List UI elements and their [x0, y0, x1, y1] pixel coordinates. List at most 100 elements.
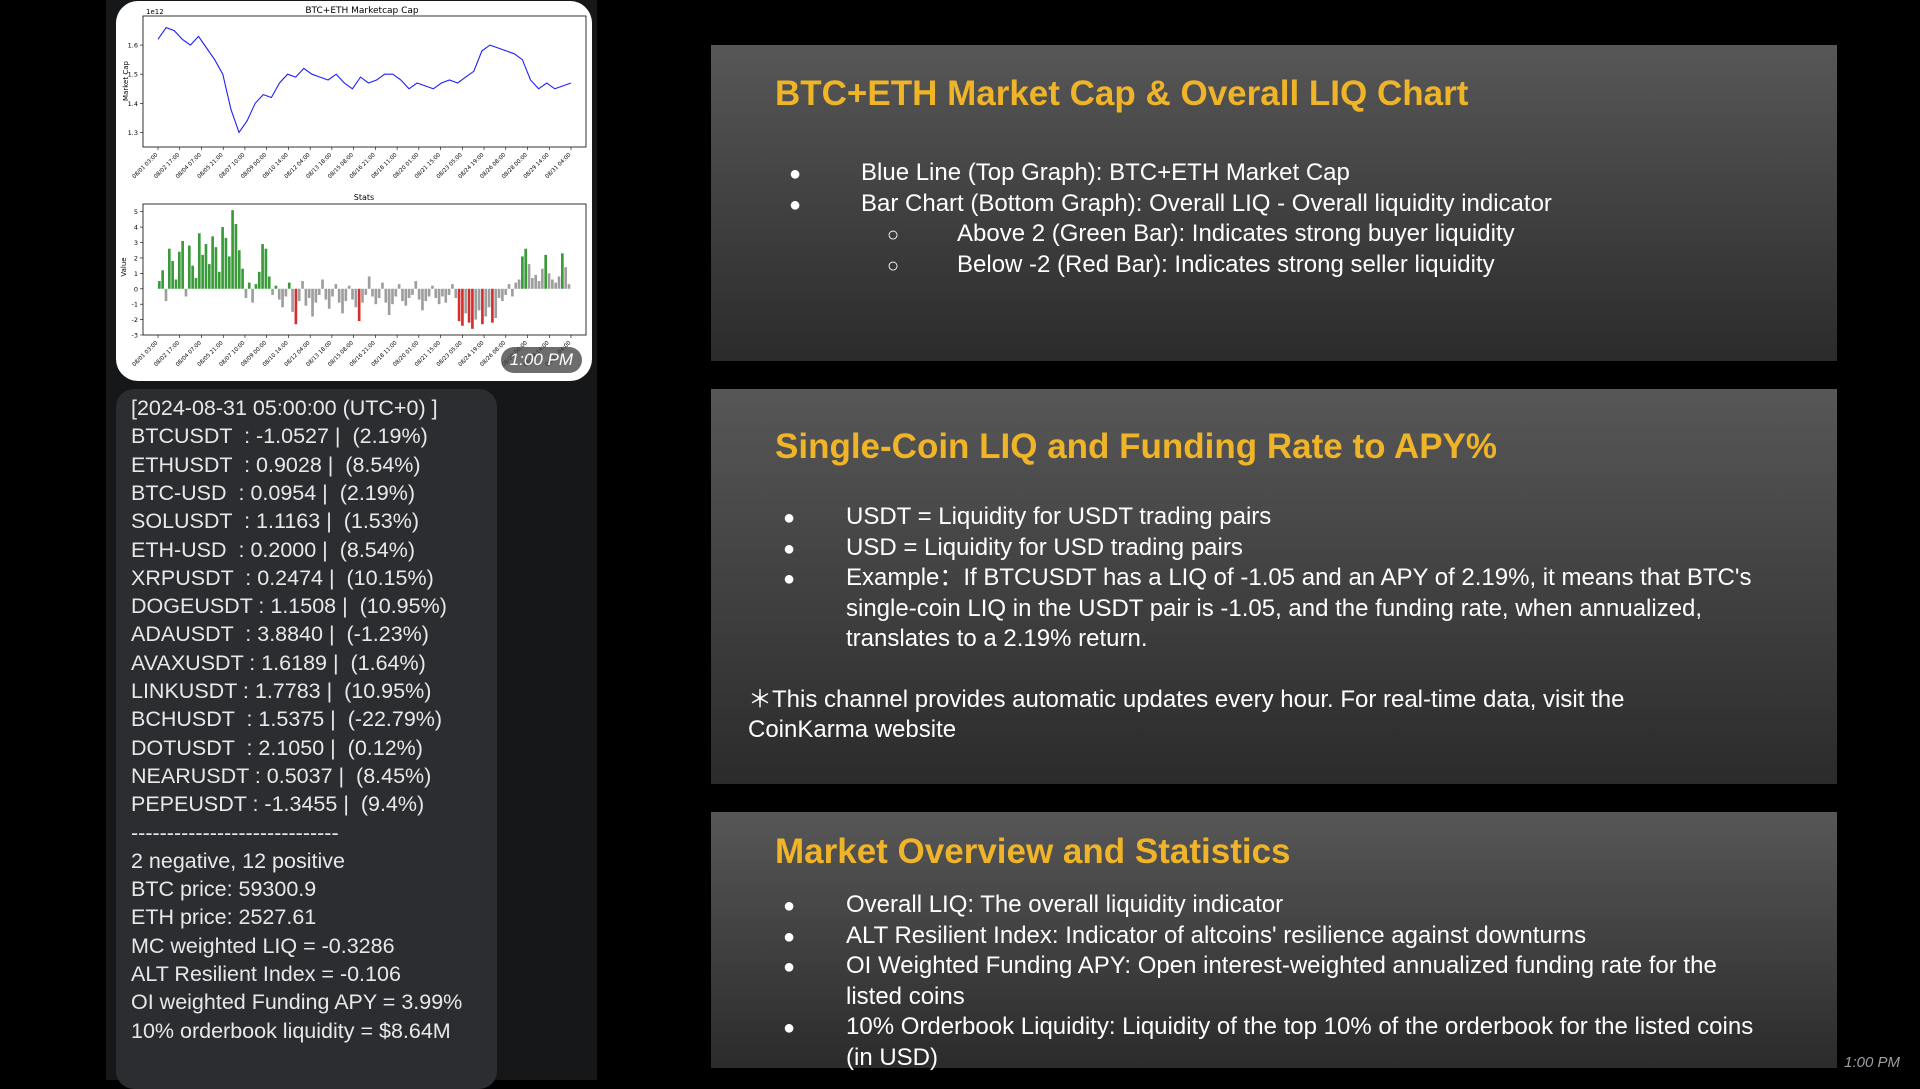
bullet-circle-icon: ○ — [887, 224, 900, 246]
bullet-dot-icon: ● — [783, 895, 796, 917]
stats-bar — [431, 285, 434, 289]
stats-bar — [381, 282, 384, 289]
stats-bar — [367, 276, 371, 289]
stats-bar — [294, 288, 298, 325]
stats-bar — [474, 288, 478, 320]
list-item: ● USD = Liquidity for USD trading pairs — [783, 533, 1823, 564]
stats-bar — [521, 256, 524, 289]
stats-bar — [531, 277, 534, 289]
stats-bar — [567, 284, 571, 289]
stats-bar — [527, 264, 531, 289]
stats-bar — [547, 273, 551, 289]
stats-bar — [207, 264, 211, 289]
list-item: ● ALT Resilient Index: Indicator of altco… — [783, 921, 1823, 952]
stats-bar — [477, 288, 481, 311]
chart-image-message[interactable]: BTC+ETH Marketcap Cap 1e12 Market Cap 1.… — [116, 1, 592, 381]
stats-bar — [277, 288, 281, 300]
stats-bar — [387, 288, 391, 315]
stats-bar — [427, 288, 431, 297]
stats-bar — [341, 288, 344, 314]
plot-frame-stats — [142, 203, 587, 336]
stats-bar — [447, 288, 451, 295]
stats-bar — [557, 276, 561, 289]
panel-liq-chart: BTC+ETH Market Cap & Overall LIQ Chart ●… — [711, 45, 1837, 361]
bullet-dot-icon: ● — [783, 925, 796, 948]
stats-bar — [451, 284, 454, 289]
stats-bar — [507, 284, 511, 289]
stats-bar — [497, 288, 501, 299]
panel-title-market-overview: Market Overview and Statistics — [775, 832, 1291, 871]
bullet-dot-icon: ● — [783, 1017, 796, 1039]
stats-bar — [394, 288, 398, 297]
y-tick-label: 1 — [134, 270, 138, 278]
stats-bar — [291, 288, 294, 312]
bullet-dot-icon: ● — [783, 507, 796, 529]
y-tick-label: 5 — [134, 208, 138, 216]
list-item: ○ Below -2 (Red Bar): Indicates strong se… — [794, 250, 1794, 281]
stats-bar — [487, 288, 491, 308]
stats-bar — [414, 281, 418, 289]
y-tick-label: 1.5 — [128, 71, 138, 79]
market-cap-and-stats-chart: BTC+ETH Marketcap Cap 1e12 Market Cap 1.… — [120, 6, 587, 368]
stats-bar — [214, 247, 218, 289]
stats-bar — [417, 288, 421, 300]
stats-bar — [297, 288, 301, 302]
panel-single-coin: Single-Coin LIQ and Funding Rate to APY%… — [711, 389, 1837, 784]
list-item: ● Bar Chart (Bottom Graph): Overall LIQ -… — [789, 189, 1794, 220]
stats-bar — [537, 281, 541, 289]
message-timestamp: 1:00 PM — [1844, 1054, 1900, 1071]
stats-bar — [267, 276, 271, 289]
stats-bar — [357, 288, 361, 322]
message-line: BTC-USD : 0.0954 | (2.19%) — [131, 480, 415, 505]
stats-bar — [194, 277, 198, 289]
stats-message-bubble[interactable] — [116, 389, 497, 1089]
stats-bar — [158, 281, 161, 289]
message-line: ADAUSDT : 3.8840 | (-1.23%) — [131, 622, 429, 647]
stats-bar — [191, 265, 194, 289]
message-line: PEPEUSDT : -1.3455 | (9.4%) — [131, 792, 425, 817]
list-item-text: Example：If BTCUSDT has a LIQ of -1.05 an… — [846, 564, 1752, 652]
stats-bar — [307, 288, 311, 299]
list-item: ● USDT = Liquidity for USDT trading pairs — [783, 502, 1823, 533]
stats-bar — [284, 288, 288, 297]
stats-bar — [304, 288, 308, 306]
stats-bar — [177, 251, 181, 289]
message-line: BTCUSDT : -1.0527 | (2.19%) — [131, 424, 428, 449]
plot-frame-marketcap — [142, 15, 587, 148]
stats-bar — [467, 288, 471, 323]
stats-bar — [174, 279, 178, 289]
message-line: ALT Resilient Index = -0.106 — [131, 962, 401, 986]
stats-bar — [237, 250, 241, 289]
market-overview-bullets: ● Overall LIQ: The overall liquidity indi… — [783, 890, 1823, 1073]
stats-bar — [407, 288, 411, 299]
stats-bar — [244, 288, 248, 299]
y-tick-label: 2 — [134, 254, 138, 262]
y-tick-label: 1.6 — [128, 42, 138, 50]
list-item: ● OI Weighted Funding APY: Open interest-… — [783, 951, 1823, 1012]
marketcap-series-line — [157, 26, 572, 134]
stats-bar — [254, 284, 258, 289]
message-line: ETHUSDT : 0.9028 | (8.54%) — [131, 452, 421, 477]
y-tick-label: 0 — [134, 285, 138, 293]
image-timestamp: 1:00 PM — [500, 347, 582, 373]
list-item-text: Blue Line (Top Graph): BTC+ETH Market Ca… — [861, 159, 1350, 186]
list-item-text: Bar Chart (Bottom Graph): Overall LIQ - … — [861, 189, 1552, 217]
message-line: BTC price: 59300.9 — [131, 877, 317, 902]
list-item: ● Overall LIQ: The overall liquidity indi… — [783, 890, 1823, 921]
stats-bar — [437, 288, 441, 305]
stats-bar — [231, 210, 234, 289]
panel-market-overview: Market Overview and Statistics ● Overall … — [711, 812, 1837, 1071]
stats-bar — [211, 236, 214, 289]
message-line: BCHUSDT : 1.5375 | (-22.79%) — [131, 707, 443, 732]
stats-bar — [544, 254, 548, 289]
stats-bar — [554, 282, 558, 289]
stats-bar — [421, 288, 424, 311]
stats-bar — [371, 288, 374, 297]
stats-bar — [424, 288, 428, 302]
message-line: MC weighted LIQ = -0.3286 — [131, 933, 395, 958]
list-item-text: Above 2 (Green Bar): Indicates strong bu… — [957, 220, 1515, 247]
stats-bar — [494, 288, 498, 319]
stats-bar — [337, 288, 341, 303]
stats-bar — [217, 271, 221, 289]
stats-bar — [377, 288, 381, 299]
